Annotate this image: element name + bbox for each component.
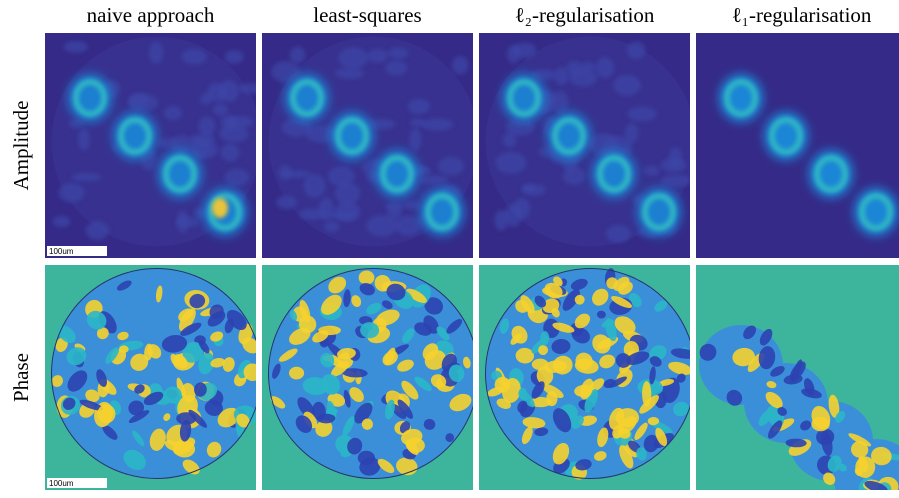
speckle — [335, 67, 364, 78]
speckle — [367, 49, 389, 63]
column-title: naive approach — [87, 3, 215, 27]
figure: 100um 100um naive approach least-squares ℓ₂… — [0, 0, 899, 493]
speckle — [278, 165, 291, 180]
speckle — [408, 99, 431, 114]
image-panel — [45, 33, 263, 258]
scale-bar-label: 100um — [49, 247, 74, 256]
speckle — [224, 169, 249, 186]
speckle — [419, 175, 448, 185]
speckle — [606, 225, 631, 243]
speckle — [409, 128, 421, 151]
speckle — [452, 56, 469, 74]
image-panel — [696, 33, 899, 258]
hotspot — [212, 198, 228, 218]
speckle — [58, 183, 84, 202]
speckle — [303, 174, 325, 198]
speckle — [176, 211, 188, 233]
image-panel — [479, 33, 696, 258]
speckle — [513, 198, 530, 220]
speckle — [366, 215, 398, 237]
speckle — [69, 119, 84, 128]
speckle — [596, 57, 614, 78]
speckle — [495, 152, 526, 174]
speckle — [338, 47, 368, 68]
speckle — [644, 165, 660, 175]
image-panel — [479, 265, 696, 490]
speckle — [507, 45, 521, 64]
speckle — [290, 46, 306, 63]
speckle — [78, 128, 90, 151]
speckle — [276, 195, 296, 209]
speckle — [319, 197, 334, 221]
speckle — [438, 157, 464, 176]
speckle — [627, 42, 646, 59]
speckle — [181, 49, 207, 64]
speckle — [129, 93, 148, 108]
speckle — [661, 158, 687, 173]
row-title: Amplitude — [9, 101, 33, 191]
speckle — [221, 144, 240, 162]
speckle — [613, 75, 641, 96]
speckle — [661, 175, 691, 188]
speckle — [388, 47, 408, 58]
column-title: least-squares — [313, 3, 421, 27]
speckle — [200, 93, 212, 105]
image-panel — [262, 33, 479, 258]
speckle — [330, 212, 357, 220]
speckle — [563, 167, 585, 185]
speckle — [225, 50, 244, 64]
speckle — [219, 80, 238, 102]
speckle — [149, 41, 163, 64]
speckle — [395, 216, 421, 236]
image-panel — [696, 265, 899, 493]
column-title: ℓ₁-regularisation — [732, 3, 872, 27]
speckle — [522, 184, 547, 195]
speckle — [328, 167, 355, 187]
speckle — [221, 115, 238, 129]
speckle — [627, 107, 657, 122]
speckle — [198, 116, 215, 136]
speckle — [238, 83, 263, 93]
speckle — [569, 69, 597, 86]
speckle — [64, 41, 88, 53]
phase-blob — [546, 391, 557, 406]
speckle — [385, 60, 407, 75]
speckle — [422, 118, 454, 130]
phase-blob — [359, 270, 375, 284]
speckle — [164, 106, 183, 120]
column-title: ℓ₂-regularisation — [515, 3, 655, 27]
speckle — [494, 210, 508, 230]
speckle — [71, 173, 101, 182]
image-panel — [262, 265, 479, 490]
speckle — [213, 103, 228, 116]
speckle — [189, 134, 215, 146]
scale-bar-label: 100um — [49, 479, 74, 488]
panels: 100um 100um — [45, 33, 899, 493]
row-title: Phase — [9, 353, 33, 402]
speckle — [324, 221, 339, 233]
speckle — [403, 200, 419, 209]
image-panel — [45, 265, 265, 490]
speckle — [86, 221, 109, 240]
speckle — [53, 216, 71, 227]
